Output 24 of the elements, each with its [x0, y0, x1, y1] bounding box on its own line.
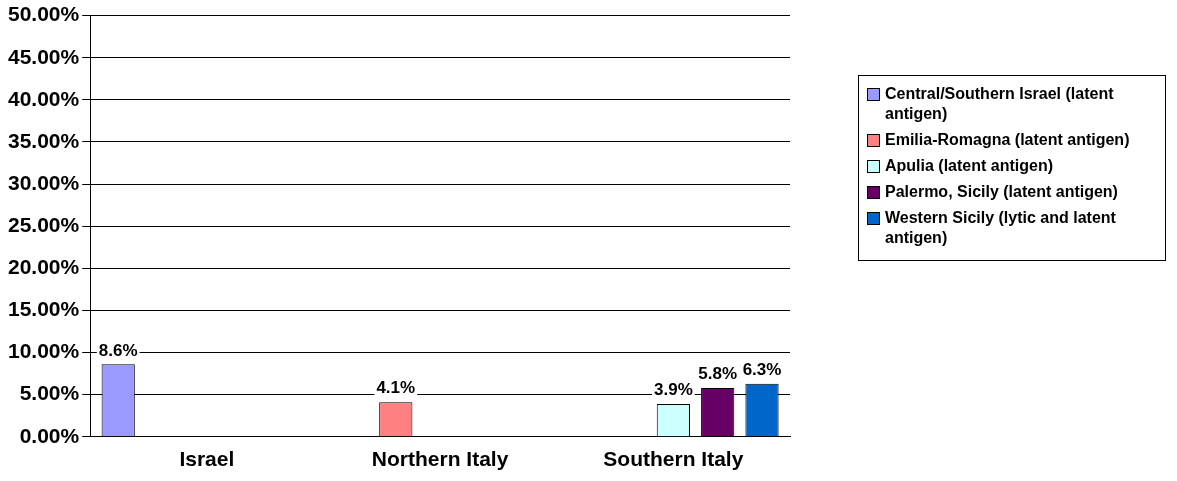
y-tick-label: 25.00%: [7, 213, 80, 236]
data-label: 8.6%: [98, 340, 138, 360]
y-tick-label: 15.00%: [7, 297, 80, 321]
y-tick-label: 40.00%: [7, 86, 80, 110]
legend-label: Western Sicily (lytic and latent antigen): [885, 208, 1117, 248]
y-tick-label: 35.00%: [7, 128, 80, 152]
x-tick-label: Northern Italy: [371, 447, 509, 471]
data-label: 6.3%: [742, 359, 782, 379]
y-tick-label: 5.00%: [19, 381, 80, 405]
y-tick-label: 30.00%: [7, 170, 80, 194]
legend-label: Emilia-Romagna (latent antigen): [885, 130, 1130, 150]
x-tick-label: Southern Italy: [603, 447, 744, 471]
y-tick-label: 50.00%: [7, 2, 80, 26]
x-tick-label: Israel: [179, 447, 235, 471]
y-tick-label: 45.00%: [7, 44, 80, 68]
legend-label: Palermo, Sicily (latent antigen): [885, 182, 1118, 202]
y-tick-label: 20.00%: [7, 255, 80, 279]
y-tick-label: 0.00%: [19, 423, 80, 447]
legend-label: Central/Southern Israel (latent antigen): [885, 84, 1115, 124]
data-label: 3.9%: [654, 380, 693, 400]
data-label: 4.1%: [376, 378, 416, 398]
data-label: 5.8%: [698, 364, 738, 384]
y-tick-label: 10.00%: [7, 339, 80, 363]
legend-label: Apulia (latent antigen): [885, 156, 1053, 176]
